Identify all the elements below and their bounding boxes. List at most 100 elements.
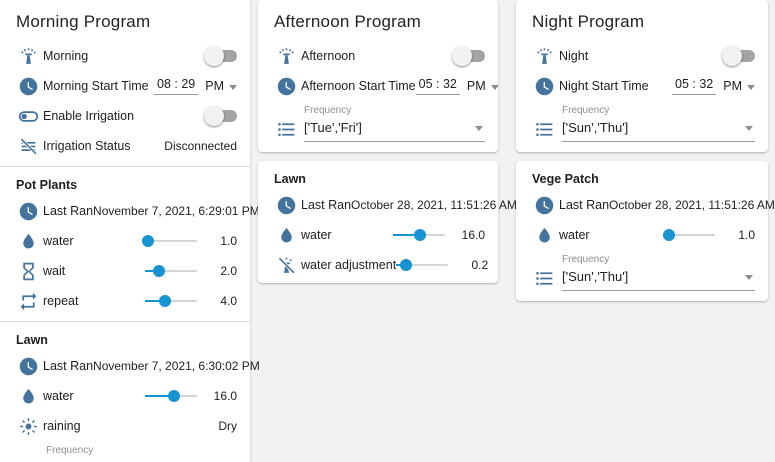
frequency-select[interactable]: Frequency ['Sun','Thu'] — [562, 254, 755, 291]
sprinkler-off-icon — [274, 253, 298, 277]
section-header-lawn: Lawn — [16, 333, 48, 347]
water-drop-icon — [16, 229, 40, 253]
entity-label: Last Ran — [559, 198, 610, 212]
row-raining: raining Dry — [0, 411, 250, 441]
toggle-switch[interactable] — [452, 46, 485, 66]
entity-value: Disconnected — [164, 139, 237, 153]
meridiem-select: PM — [466, 79, 486, 93]
section-header-lawn: Lawn — [274, 172, 306, 186]
slider[interactable] — [145, 390, 197, 402]
time-value: 05 : 32 — [672, 77, 717, 95]
toggle-knob — [204, 46, 224, 66]
slider-knob[interactable] — [142, 235, 155, 247]
slider[interactable] — [663, 229, 715, 241]
slider-track — [145, 240, 197, 242]
water-drop-icon — [274, 223, 298, 247]
slider-knob[interactable] — [663, 229, 676, 241]
slider-track — [396, 264, 449, 266]
row-enable-irrigation: Enable Irrigation — [0, 101, 250, 131]
time-field[interactable]: 05 : 32 PM — [672, 77, 755, 95]
row-water: water 16.0 — [258, 220, 498, 250]
clock-icon — [16, 74, 40, 98]
section: Vege Patch Last Ran October 28, 2021, 11:5… — [516, 161, 775, 301]
time-field[interactable]: 08 : 29 PM — [154, 77, 237, 95]
clock-icon — [532, 193, 556, 217]
toggle-switch[interactable] — [204, 106, 237, 126]
chevron-down-icon — [490, 84, 499, 90]
list-icon — [274, 117, 298, 141]
clock-icon — [16, 199, 40, 223]
chevron-down-icon — [745, 275, 753, 280]
frequency-select[interactable]: Frequency ['Sun','Thu'] — [562, 105, 755, 142]
slider-knob[interactable] — [167, 390, 180, 402]
toggle-switch[interactable] — [204, 46, 237, 66]
frequency-select[interactable]: Frequency ['Sun','Thu'] — [46, 445, 237, 462]
card-afternoon-program: Afternoon Program Afternoon Afternoon Star… — [258, 0, 499, 152]
section: Pot Plants Last Ran November 7, 2021, 6:29… — [0, 167, 260, 319]
slider-knob[interactable] — [400, 259, 413, 271]
toggle-knob — [722, 46, 742, 66]
slider-value: 2.0 — [220, 264, 237, 278]
program-column: Morning Program Morning Morning Start Time… — [0, 0, 260, 462]
entity-value: October 28, 2021, 11:51:26 AM — [609, 198, 775, 212]
row-frequency: Frequency ['Sun','Thu'] — [516, 101, 768, 149]
slider-knob[interactable] — [158, 295, 171, 307]
toggle-knob — [452, 46, 472, 66]
field-value: ['Sun','Thu'] — [562, 269, 629, 284]
entity-label: Last Ran — [43, 204, 94, 218]
toggle-switch[interactable] — [722, 46, 755, 66]
entity-label: Last Ran — [43, 359, 94, 373]
entity-value: October 28, 2021, 11:51:26 AM — [351, 198, 517, 212]
card-night-program: Night Program Night Night Start Time 05 : 3… — [516, 0, 768, 152]
meridiem-select: PM — [205, 79, 224, 93]
toggle-switch-icon — [16, 104, 40, 128]
entity-label: Morning — [43, 49, 89, 63]
slider-value: 1.0 — [738, 228, 755, 242]
card-vege-patch: Vege Patch Last Ran October 28, 2021, 11:5… — [516, 161, 775, 301]
section-header-vege-patch: Vege Patch — [532, 172, 599, 186]
row-last-ran: Last Ran October 28, 2021, 11:51:26 AM — [258, 190, 517, 220]
row-afternoon-start-time: Afternoon Start Time 05 : 32 PM — [258, 71, 499, 101]
slider-knob[interactable] — [152, 265, 165, 277]
section-divider — [0, 166, 250, 167]
slider-value: 0.2 — [471, 258, 489, 272]
hourglass-icon — [16, 259, 40, 283]
time-field[interactable]: 05 : 32 PM — [415, 77, 499, 95]
clock-icon — [274, 74, 298, 98]
slider[interactable] — [396, 259, 449, 271]
chevron-down-icon — [745, 126, 753, 131]
entity-label: repeat — [43, 294, 79, 308]
entity-label: water adjustment — [301, 258, 397, 272]
slider-knob[interactable] — [414, 229, 427, 241]
field-value: ['Sun','Thu'] — [562, 120, 629, 135]
slider[interactable] — [145, 295, 197, 307]
slider-fill — [145, 300, 165, 302]
row-water: water 1.0 — [516, 220, 768, 250]
field-value: ['Sun','Thu'] — [46, 460, 237, 462]
toggle-knob — [204, 106, 224, 126]
entity-value: November 7, 2021, 6:30:02 PM — [93, 359, 260, 373]
row-frequency: Frequency ['Sun','Thu'] — [516, 250, 768, 298]
section: Morning Morning Start Time 08 : 29 PM Enable… — [0, 39, 250, 164]
repeat-icon — [16, 289, 40, 313]
entity-label: Night — [559, 49, 589, 63]
entity-label: Afternoon Start Time — [301, 79, 416, 93]
field-label: Frequency — [46, 445, 94, 456]
row-morning-start-time: Morning Start Time 08 : 29 PM — [0, 71, 250, 101]
row-last-ran: Last Ran November 7, 2021, 6:30:02 PM — [0, 351, 260, 381]
row-water-adjustment: water adjustment 0.2 — [258, 250, 498, 280]
slider[interactable] — [145, 265, 197, 277]
chevron-down-icon — [229, 84, 237, 90]
entity-label: water — [43, 389, 74, 403]
slider-value: 16.0 — [213, 389, 237, 403]
slider[interactable] — [142, 235, 197, 247]
entity-label: Night Start Time — [559, 79, 649, 93]
entity-value: Dry — [218, 419, 237, 433]
program-column: Night Program Night Night Start Time 05 : 3… — [516, 0, 775, 301]
slider-value: 16.0 — [461, 228, 485, 242]
slider[interactable] — [393, 229, 445, 241]
entity-label: water — [559, 228, 590, 242]
frequency-select[interactable]: Frequency ['Tue','Fri'] — [304, 105, 485, 142]
entity-value: November 7, 2021, 6:29:01 PM — [93, 204, 260, 218]
entity-label: Morning Start Time — [43, 79, 149, 93]
